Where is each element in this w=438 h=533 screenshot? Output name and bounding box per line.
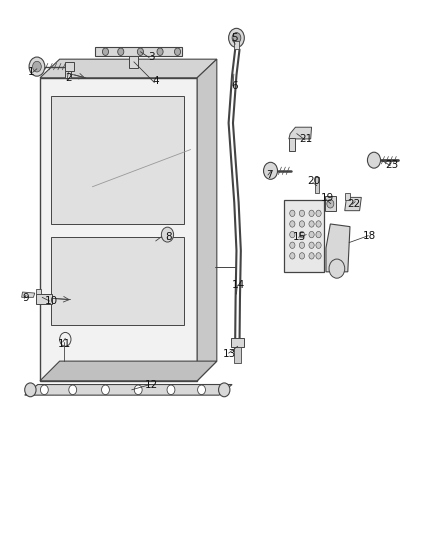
Polygon shape: [35, 294, 52, 304]
Text: 15: 15: [293, 232, 307, 243]
Polygon shape: [130, 56, 138, 68]
Circle shape: [157, 48, 163, 55]
Circle shape: [102, 385, 110, 394]
Circle shape: [229, 28, 244, 47]
Text: 7: 7: [266, 170, 272, 180]
Circle shape: [138, 48, 144, 55]
Polygon shape: [231, 338, 244, 348]
Polygon shape: [40, 59, 217, 78]
Circle shape: [316, 253, 321, 259]
Circle shape: [167, 385, 175, 394]
Polygon shape: [35, 289, 41, 294]
Circle shape: [25, 383, 36, 397]
Text: 11: 11: [57, 338, 71, 349]
Circle shape: [299, 231, 304, 238]
Text: 12: 12: [145, 379, 158, 390]
Polygon shape: [285, 200, 324, 272]
Circle shape: [367, 152, 381, 168]
Circle shape: [299, 253, 304, 259]
Polygon shape: [51, 237, 184, 325]
Polygon shape: [325, 196, 336, 211]
Circle shape: [316, 242, 321, 248]
Text: 3: 3: [148, 52, 155, 61]
Circle shape: [316, 210, 321, 216]
Polygon shape: [315, 177, 319, 193]
Text: 6: 6: [231, 81, 237, 91]
Circle shape: [329, 259, 345, 278]
Circle shape: [118, 48, 124, 55]
Text: 23: 23: [385, 160, 398, 171]
Circle shape: [198, 385, 205, 394]
Text: 8: 8: [166, 232, 172, 243]
Polygon shape: [234, 41, 239, 49]
Circle shape: [290, 210, 295, 216]
Text: 4: 4: [152, 77, 159, 86]
Text: 21: 21: [300, 134, 313, 144]
Circle shape: [290, 231, 295, 238]
Text: 5: 5: [231, 33, 237, 43]
Circle shape: [290, 253, 295, 259]
Text: 13: 13: [223, 349, 237, 359]
Polygon shape: [289, 127, 311, 139]
Text: 22: 22: [347, 199, 360, 209]
Polygon shape: [234, 348, 241, 364]
Polygon shape: [326, 224, 350, 272]
Circle shape: [134, 385, 142, 394]
Circle shape: [309, 231, 314, 238]
Circle shape: [309, 221, 314, 227]
Circle shape: [32, 61, 41, 72]
Polygon shape: [21, 292, 35, 297]
Circle shape: [299, 210, 304, 216]
Polygon shape: [197, 59, 217, 381]
Text: 19: 19: [321, 193, 334, 204]
Circle shape: [299, 221, 304, 227]
Polygon shape: [345, 197, 361, 211]
Polygon shape: [95, 47, 182, 56]
Polygon shape: [65, 62, 74, 71]
Polygon shape: [65, 71, 71, 78]
Text: 18: 18: [363, 231, 376, 241]
Circle shape: [219, 383, 230, 397]
Circle shape: [327, 199, 334, 208]
Circle shape: [316, 221, 321, 227]
Polygon shape: [345, 193, 350, 200]
Circle shape: [299, 242, 304, 248]
Circle shape: [309, 242, 314, 248]
Circle shape: [232, 33, 241, 43]
Circle shape: [316, 231, 321, 238]
Circle shape: [102, 48, 109, 55]
Circle shape: [69, 385, 77, 394]
Polygon shape: [40, 361, 217, 381]
Text: 9: 9: [22, 293, 29, 303]
Circle shape: [264, 163, 278, 179]
Circle shape: [309, 210, 314, 216]
Circle shape: [290, 242, 295, 248]
Circle shape: [161, 227, 173, 242]
Circle shape: [40, 385, 48, 394]
Polygon shape: [289, 138, 295, 151]
Circle shape: [290, 221, 295, 227]
Polygon shape: [51, 96, 184, 224]
Polygon shape: [40, 78, 197, 381]
Circle shape: [29, 57, 45, 76]
Text: 20: 20: [307, 176, 321, 187]
Text: 10: 10: [44, 296, 57, 306]
Polygon shape: [25, 384, 232, 395]
Text: 2: 2: [65, 73, 72, 83]
Circle shape: [174, 48, 180, 55]
Text: 14: 14: [232, 280, 245, 290]
Circle shape: [309, 253, 314, 259]
Text: 1: 1: [28, 68, 35, 77]
